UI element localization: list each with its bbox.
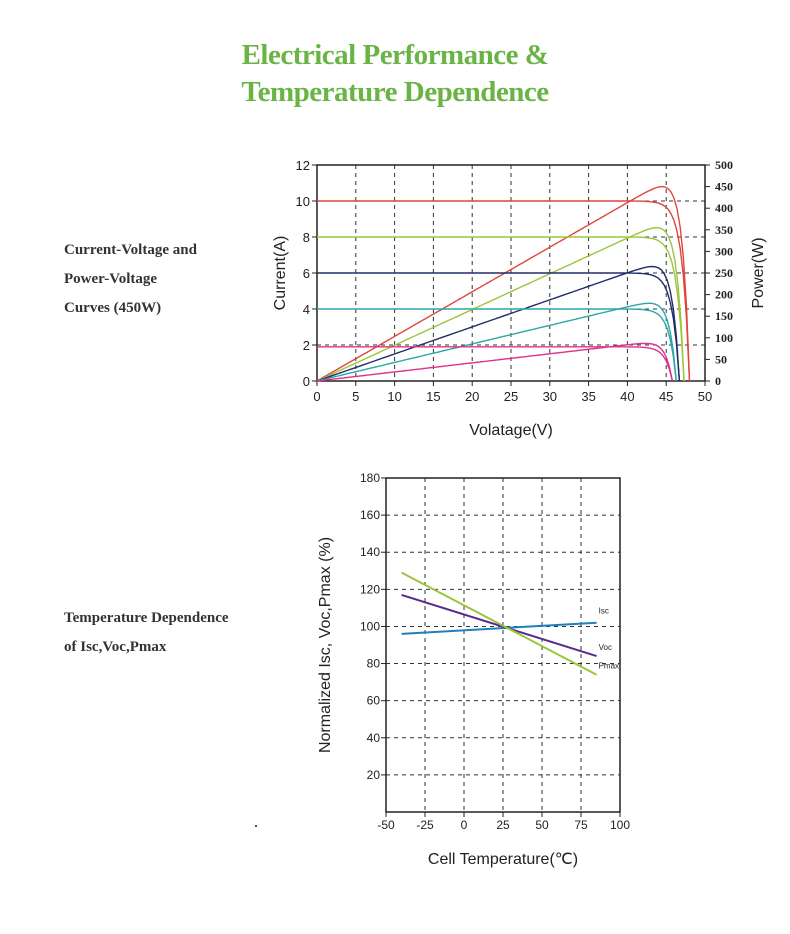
x-tick-label: 75 xyxy=(574,818,588,832)
y-tick-label: 6 xyxy=(303,266,310,281)
x-tick-label: 5 xyxy=(352,389,359,404)
y-tick-label: 140 xyxy=(360,545,380,559)
y-axis-label: Current(A) xyxy=(272,236,289,311)
y-tick-label: 160 xyxy=(360,508,380,522)
title-line-1: Electrical Performance & xyxy=(241,39,549,71)
y2-tick-label: 450 xyxy=(715,180,733,194)
series-label-pmax: Pmax xyxy=(599,662,619,671)
y-tick-label: 120 xyxy=(360,582,380,596)
x-tick-label: 0 xyxy=(313,389,320,404)
x-tick-label: 20 xyxy=(465,389,479,404)
x-axis-label: Volatage(V) xyxy=(469,422,553,439)
page-title: Electrical Performance & Temperature Dep… xyxy=(0,37,790,111)
x-tick-label: 40 xyxy=(620,389,634,404)
y2-tick-label: 500 xyxy=(715,158,733,172)
series-label-isc: Isc xyxy=(599,607,609,616)
x-tick-label: 50 xyxy=(535,818,549,832)
iv-label-line-1: Current-Voltage and xyxy=(64,242,197,258)
x-tick-label: -50 xyxy=(377,818,395,832)
x-tick-label: 50 xyxy=(698,389,712,404)
y2-tick-label: 100 xyxy=(715,331,733,345)
y2-tick-label: 400 xyxy=(715,201,733,215)
y-tick-label: 180 xyxy=(360,471,380,485)
y2-axis-label: Power(W) xyxy=(750,237,767,308)
y-tick-label: 40 xyxy=(367,731,381,745)
y2-tick-label: 150 xyxy=(715,309,733,323)
pv-curve-2 xyxy=(316,265,681,382)
y-tick-label: 80 xyxy=(367,657,381,671)
series-line-pmax xyxy=(401,571,598,676)
y-tick-label: 20 xyxy=(367,768,381,782)
x-tick-label: 0 xyxy=(461,818,468,832)
x-tick-label: 10 xyxy=(387,389,401,404)
iv-curve-2 xyxy=(317,272,681,382)
x-tick-label: 15 xyxy=(426,389,440,404)
pv-curve-3 xyxy=(316,302,677,382)
y2-tick-label: 250 xyxy=(715,266,733,280)
stray-dot xyxy=(255,825,257,827)
y2-tick-label: 350 xyxy=(715,223,733,237)
y-axis-label: Normalized Isc, Voc,Pmax (%) xyxy=(317,537,334,753)
pv-curve-1 xyxy=(316,226,685,382)
y-tick-label: 8 xyxy=(303,230,310,245)
y2-tick-label: 0 xyxy=(715,374,721,388)
x-tick-label: -25 xyxy=(416,818,434,832)
pv-curve-4 xyxy=(316,342,674,382)
y-tick-label: 2 xyxy=(303,338,310,353)
iv-curve-label: Current-Voltage and Power-Voltage Curves… xyxy=(64,236,264,323)
iv-label-line-2: Power-Voltage xyxy=(64,271,158,287)
y-tick-label: 10 xyxy=(296,194,310,209)
temp-dependence-label: Temperature Dependence of Isc,Voc,Pmax xyxy=(64,604,264,662)
y-tick-label: 100 xyxy=(360,619,380,633)
temp-label-line-1: Temperature Dependence xyxy=(64,610,229,626)
y-tick-label: 0 xyxy=(303,374,310,389)
x-tick-label: 30 xyxy=(543,389,557,404)
series-line-voc xyxy=(401,593,597,658)
x-tick-label: 100 xyxy=(610,818,630,832)
series-line-isc xyxy=(401,621,597,635)
y2-tick-label: 50 xyxy=(715,352,727,366)
series-label-voc: Voc xyxy=(599,643,612,652)
y-tick-label: 60 xyxy=(367,694,381,708)
title-line-2: Temperature Dependence xyxy=(241,76,549,108)
x-tick-label: 25 xyxy=(504,389,518,404)
x-tick-label: 25 xyxy=(496,818,510,832)
y-tick-label: 4 xyxy=(303,302,310,317)
x-axis-label: Cell Temperature(℃) xyxy=(428,851,578,868)
y2-tick-label: 200 xyxy=(715,288,733,302)
x-tick-label: 35 xyxy=(581,389,595,404)
temp-label-line-2: of Isc,Voc,Pmax xyxy=(64,639,167,655)
iv-label-line-3: Curves (450W) xyxy=(64,300,162,316)
y-tick-label: 12 xyxy=(296,158,310,173)
x-tick-label: 45 xyxy=(659,389,673,404)
iv-curve-0 xyxy=(317,200,691,382)
pv-curve-0 xyxy=(316,185,691,382)
y2-tick-label: 300 xyxy=(715,244,733,258)
iv-curve-1 xyxy=(317,236,685,382)
